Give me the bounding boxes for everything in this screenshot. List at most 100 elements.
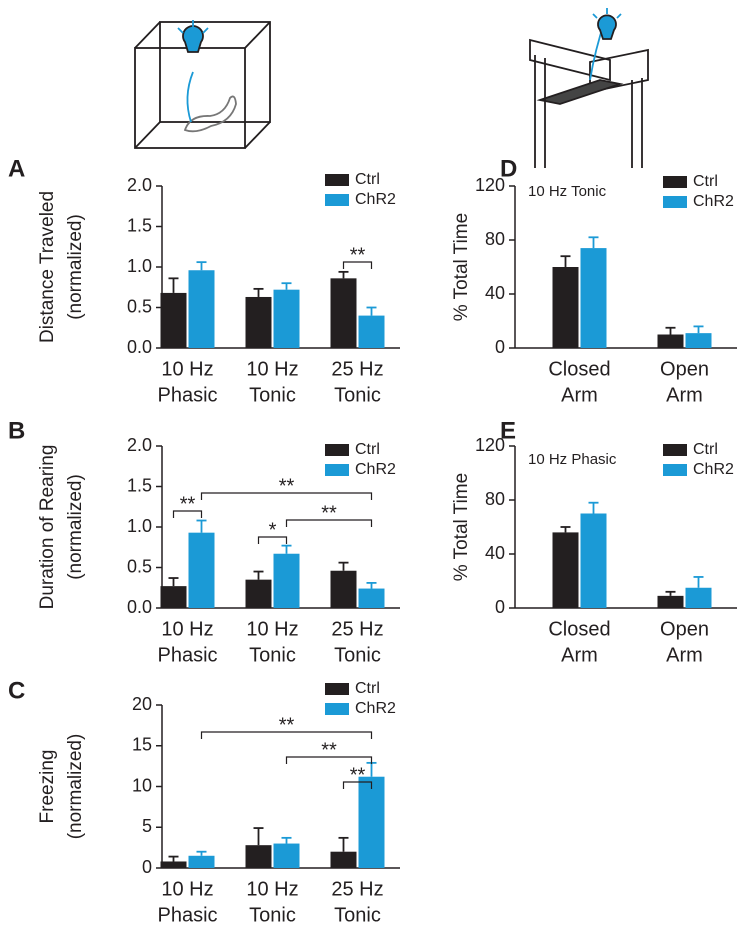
x-tick-label: Arm (561, 644, 598, 666)
legend-swatch (325, 703, 349, 715)
bar (245, 579, 272, 608)
bar (330, 278, 357, 348)
y-tick-label: 0 (495, 337, 505, 357)
legend-swatch (325, 194, 349, 206)
x-tick-label: 10 Hz (246, 618, 298, 640)
bar (188, 855, 215, 868)
y-tick-label: 20 (132, 694, 152, 714)
y-axis-label: % Total Time (451, 213, 472, 321)
legend-swatch (325, 174, 349, 186)
legend-label: Ctrl (355, 441, 380, 458)
bar (160, 292, 187, 348)
x-tick-label: 10 Hz (161, 358, 213, 380)
y-tick-label: 15 (132, 735, 152, 755)
legend-swatch (663, 176, 687, 188)
significance-bracket (342, 261, 373, 269)
significance-label: ** (279, 714, 295, 736)
legend-swatch (663, 464, 687, 476)
x-tick-label: Arm (666, 644, 703, 666)
y-tick-label: 0.0 (127, 337, 152, 357)
significance-label: ** (321, 502, 337, 524)
x-tick-label: 10 Hz (246, 878, 298, 900)
y-tick-label: 1.5 (127, 215, 152, 235)
panel-letter: B (8, 417, 25, 444)
y-tick-label: 1.5 (127, 475, 152, 495)
legend-swatch (325, 444, 349, 456)
x-tick-label: Tonic (249, 384, 296, 406)
bar (685, 333, 712, 348)
panel-letter: E (500, 417, 516, 444)
legend-swatch (663, 444, 687, 456)
x-tick-label: 25 Hz (331, 618, 383, 640)
bar (330, 851, 357, 868)
x-tick-label: 25 Hz (331, 358, 383, 380)
legend-label: Ctrl (693, 441, 718, 458)
significance-bracket (200, 731, 373, 739)
significance-label: ** (350, 764, 366, 786)
y-axis-label: Freezing (37, 750, 58, 824)
y-tick-label: 2.0 (127, 435, 152, 455)
significance-bracket (285, 519, 373, 527)
y-axis-label: (normalized) (65, 734, 86, 840)
significance-label: ** (180, 493, 196, 515)
y-tick-label: 80 (485, 489, 505, 509)
x-tick-label: 25 Hz (331, 878, 383, 900)
significance-label: ** (350, 244, 366, 266)
bar (273, 289, 300, 348)
x-tick-label: Closed (548, 358, 610, 380)
x-tick-label: Open (660, 618, 709, 640)
x-tick-label: Phasic (157, 644, 217, 666)
x-tick-label: Tonic (249, 644, 296, 666)
x-tick-label: 10 Hz (246, 358, 298, 380)
y-axis-label: (normalized) (65, 474, 86, 580)
legend-swatch (325, 464, 349, 476)
bar (245, 296, 272, 348)
annotation: 10 Hz Tonic (528, 183, 607, 200)
y-axis-label: % Total Time (451, 473, 472, 581)
y-tick-label: 1.0 (127, 256, 152, 276)
legend-swatch (325, 683, 349, 695)
y-tick-label: 0.5 (127, 556, 152, 576)
legend-swatch (663, 196, 687, 208)
bar (160, 586, 187, 608)
bar (245, 845, 272, 868)
y-tick-label: 40 (485, 283, 505, 303)
legend-label: ChR2 (355, 191, 396, 208)
significance-bracket (342, 781, 373, 789)
x-tick-label: 10 Hz (161, 878, 213, 900)
y-tick-label: 0.5 (127, 296, 152, 316)
bar (330, 570, 357, 608)
bar (580, 513, 607, 608)
x-tick-label: Open (660, 358, 709, 380)
y-axis-label: (normalized) (65, 214, 86, 320)
panel-letter: D (500, 155, 517, 182)
y-tick-label: 2.0 (127, 175, 152, 195)
significance-bracket (257, 536, 288, 544)
bar (160, 861, 187, 868)
legend-label: Ctrl (355, 171, 380, 188)
x-tick-label: Tonic (249, 904, 296, 926)
legend-label: ChR2 (355, 700, 396, 717)
x-tick-label: Tonic (334, 904, 381, 926)
significance-bracket (285, 756, 373, 764)
legend-label: ChR2 (693, 193, 734, 210)
bar (273, 553, 300, 608)
significance-bracket (172, 510, 203, 518)
bar (657, 595, 684, 608)
y-tick-label: 5 (142, 816, 152, 836)
legend-label: ChR2 (355, 461, 396, 478)
x-tick-label: Phasic (157, 384, 217, 406)
y-tick-label: 40 (485, 543, 505, 563)
x-tick-label: 10 Hz (161, 618, 213, 640)
bar (580, 248, 607, 348)
legend-label: Ctrl (693, 173, 718, 190)
x-tick-label: Arm (666, 384, 703, 406)
bar (657, 334, 684, 348)
panel-letter: A (8, 155, 25, 182)
panel-letter: C (8, 677, 25, 704)
bar (685, 587, 712, 608)
x-tick-label: Tonic (334, 384, 381, 406)
open-field-illustration (134, 20, 271, 149)
bar (188, 270, 215, 348)
